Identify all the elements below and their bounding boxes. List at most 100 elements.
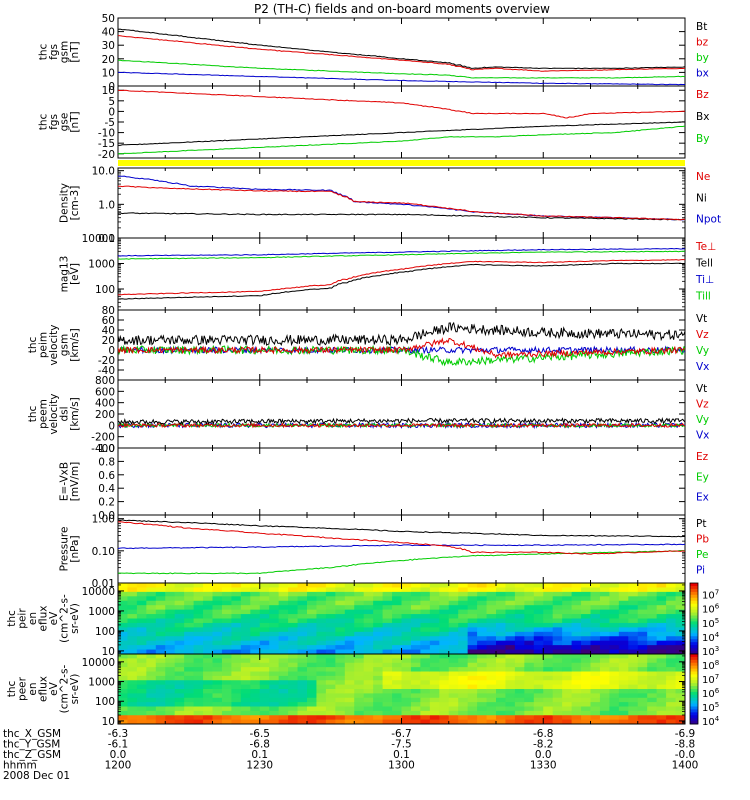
x-axis-date: 2008 Dec 01	[3, 770, 70, 782]
series-line-Npot	[118, 175, 685, 221]
x-axis-value: -8.2	[533, 739, 554, 751]
panel-frame	[117, 447, 686, 516]
x-axis-row-label: thc_X_GSM	[3, 728, 61, 740]
colorbar-tick-label: 104	[702, 631, 720, 644]
y-axis-label-line: [mV/m]	[69, 462, 81, 501]
y-tick-label: -400	[91, 443, 115, 455]
y-tick-label: 10000	[82, 657, 115, 669]
y-axis-label-line: E=-VxB	[59, 462, 71, 501]
series-line-Vz	[118, 337, 685, 360]
y-axis-label-line: fgs	[48, 114, 60, 130]
legend-label: bx	[696, 68, 709, 80]
status-bar-yellow	[118, 160, 685, 166]
legend-label: Npot	[696, 214, 721, 226]
colorbar-tick-label: 103	[702, 645, 719, 658]
y-tick-label: 30	[102, 40, 115, 52]
series-line-Vt	[118, 417, 685, 426]
x-axis-value: -8.8	[675, 739, 696, 751]
x-axis-labels: thc_X_GSM -6.3 -6.5 -6.7 -6.8 -6.9 thc_Y_GSM -6…	[3, 728, 698, 782]
y-axis-label-line: Density	[59, 183, 71, 223]
y-tick-label: -20	[98, 149, 115, 161]
legend-label: Bt	[696, 21, 707, 33]
legend-label: Vx	[696, 361, 709, 373]
legend-label: Vz	[696, 329, 709, 341]
series-line-Te⊥	[118, 258, 685, 296]
series-group-fgs_gse	[118, 89, 685, 155]
y-axis-label-line: thc	[27, 337, 39, 354]
series-line-Bx	[118, 121, 685, 146]
y-axis-label-line: peir	[17, 608, 29, 629]
figure-title: P2 (TH-C) fields and on-board moments ov…	[254, 2, 550, 16]
y-axis-label-line: thc	[27, 406, 39, 423]
y-axis-label-density: Density[cm-3]	[59, 183, 82, 223]
series-group-pressure	[118, 519, 685, 575]
panel-density: 10.0 1.0 0.1 Density[cm-3] Ne Ni Npot	[59, 166, 722, 245]
y-axis-label-line: sr-eV)	[69, 674, 81, 705]
y-tick-label: 10000	[82, 233, 115, 245]
panel-efield: 0.00.2 0.40.6 0.81.0 E=-VxB[mV/m] Ez Ey Ex	[59, 443, 709, 522]
y-tick-label: 10	[102, 646, 115, 658]
legend-label: Pi	[696, 565, 705, 577]
x-axis-value: 0.1	[393, 749, 410, 761]
legend-label: Bx	[696, 111, 709, 123]
y-tick-label: 1000	[88, 258, 115, 270]
series-line-Vt	[118, 321, 685, 347]
y-tick-label: 0.01	[92, 578, 115, 590]
y-tick-label: 5	[108, 96, 115, 108]
series-line-Pi	[118, 543, 685, 550]
y-axis-label-line: eflux	[38, 606, 50, 632]
y-axis-label-line: dsl	[59, 406, 71, 421]
legend-label: Ti⊥	[695, 274, 714, 286]
y-tick-label: 0.4	[98, 483, 115, 495]
y-axis-label-pressure: Pressure[nPa]	[59, 527, 82, 572]
y-tick-label: 0	[108, 106, 115, 118]
y-axis-label-line: velocity	[48, 393, 60, 434]
series-line-by	[118, 59, 685, 79]
legend-label: Pb	[696, 534, 709, 546]
y-tick-label: -10	[98, 128, 115, 140]
x-axis-value: -6.1	[108, 739, 129, 751]
colorbar-tick-label: 106	[702, 687, 720, 700]
y-tick-label: 40	[102, 325, 115, 337]
legend-label: by	[696, 52, 709, 64]
series-group-velocity_gsm	[118, 321, 685, 367]
x-axis-row-label: hhmm	[3, 760, 37, 772]
y-tick-label: 0.8	[98, 456, 115, 468]
legend-efield: Ez Ey Ex	[696, 451, 709, 504]
y-tick-label: 60	[102, 315, 115, 327]
legend-label: Vt	[696, 313, 707, 325]
y-axis-label-line: sr-eV)	[69, 603, 81, 634]
x-axis-value: -6.7	[391, 728, 412, 740]
legend-label: Till	[695, 291, 711, 303]
series-line-Pb	[118, 521, 685, 555]
y-axis-label-efield: E=-VxB[mV/m]	[59, 462, 82, 501]
series-line-Vz	[118, 422, 685, 429]
colorbar-tick-label: 105	[702, 617, 719, 630]
legend-fgs_gsm: Bt bz by bx	[696, 21, 709, 80]
series-line-Ne	[118, 185, 685, 221]
y-axis-label-line: thc	[6, 610, 18, 627]
y-axis-label-line: [km/s]	[69, 328, 81, 362]
legend-label: Ni	[696, 192, 707, 204]
series-line-Pt	[118, 519, 685, 538]
series-line-Ti⊥	[118, 247, 685, 257]
y-axis-label-line: (cm^2-s-	[59, 594, 71, 643]
x-axis-value: 1230	[246, 760, 273, 772]
y-axis-label-line: [cm-3]	[69, 186, 81, 221]
legend-density: Ne Ni Npot	[696, 171, 721, 226]
series-line-Bt	[118, 28, 685, 70]
y-tick-label: 1.0	[98, 199, 115, 211]
spectrogram-peer_spec	[118, 654, 685, 724]
y-axis-label-line: mag13	[59, 256, 71, 293]
y-axis-label-line: (cm^2-s-	[59, 664, 71, 713]
colorbar-tick-label: 104	[702, 715, 720, 728]
series-group-density	[118, 175, 685, 221]
